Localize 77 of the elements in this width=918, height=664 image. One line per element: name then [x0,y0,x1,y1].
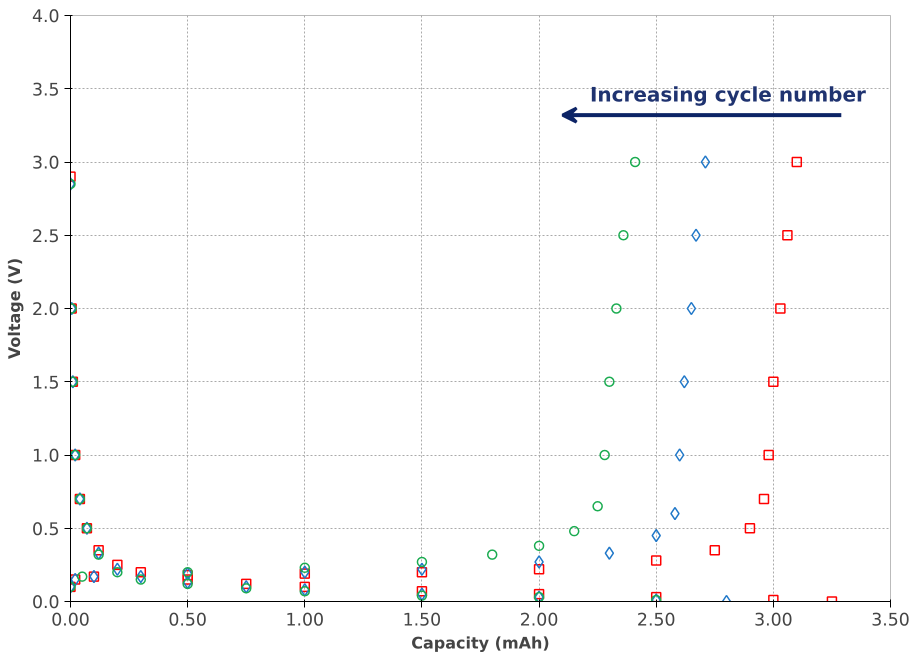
point [136,566,146,578]
point [604,376,615,387]
point [792,156,802,168]
point [568,526,580,536]
x-tick-label: 0.50 [168,610,207,630]
point [241,580,251,594]
x-tick-label: 1.00 [285,610,324,630]
point [710,544,720,556]
point [768,376,779,387]
point [300,565,310,579]
point [686,302,696,316]
point [599,450,610,460]
point [775,303,786,314]
x-tick-label: 1.50 [402,610,442,630]
x-axis-title: Capacity (mAh) [411,634,550,652]
point [763,450,774,460]
y-tick-label: 3.0 [32,154,60,174]
point [112,566,123,578]
point [650,555,662,566]
point [592,501,603,512]
point [300,586,310,596]
point [417,587,427,601]
point [630,156,640,168]
point [182,578,193,590]
x-tick-label: 0.00 [51,610,90,630]
x-tick-label: 3.00 [754,610,793,630]
point [300,562,310,574]
point [136,570,146,584]
point [618,230,629,240]
point [674,448,684,462]
point [651,528,661,542]
point [416,566,428,578]
y-tick-label: 2.0 [32,300,60,320]
point [300,582,310,592]
y-tick-label: 1.5 [32,373,60,394]
point [700,155,710,169]
x-tick-label: 3.50 [871,610,910,630]
point [416,586,428,596]
point [93,544,104,556]
x-tick-label: 2.50 [636,610,676,630]
point [611,303,622,314]
y-axis-title: Voltage (V) [4,258,24,360]
point [300,583,310,597]
point [76,571,88,582]
point [670,506,680,520]
point [744,523,756,534]
point [93,549,104,560]
y-tick-label: 2.5 [32,226,60,247]
point [417,562,427,576]
point [680,375,690,388]
point [604,546,614,560]
point [486,549,498,560]
point [416,590,428,601]
point [112,562,122,576]
point [136,574,146,585]
point [182,566,193,578]
y-tick-label: 1.0 [32,446,60,466]
point [182,576,192,590]
y-tick-label: 4.0 [32,7,60,27]
y-tick-label: 3.5 [32,80,60,100]
annotation: Increasing cycle number [590,82,866,106]
point [300,568,310,579]
y-tick-label: 0.5 [32,520,60,540]
point [94,546,104,560]
point [182,566,192,580]
x-tick-label: 2.00 [520,610,558,630]
point [691,228,701,242]
point [534,555,544,569]
point [758,494,770,504]
point [240,578,252,590]
point [112,560,123,570]
point [534,564,544,575]
point [240,583,252,594]
y-tick-label: 0.0 [32,593,60,613]
point [534,540,544,552]
point [782,230,793,240]
point [416,556,428,568]
